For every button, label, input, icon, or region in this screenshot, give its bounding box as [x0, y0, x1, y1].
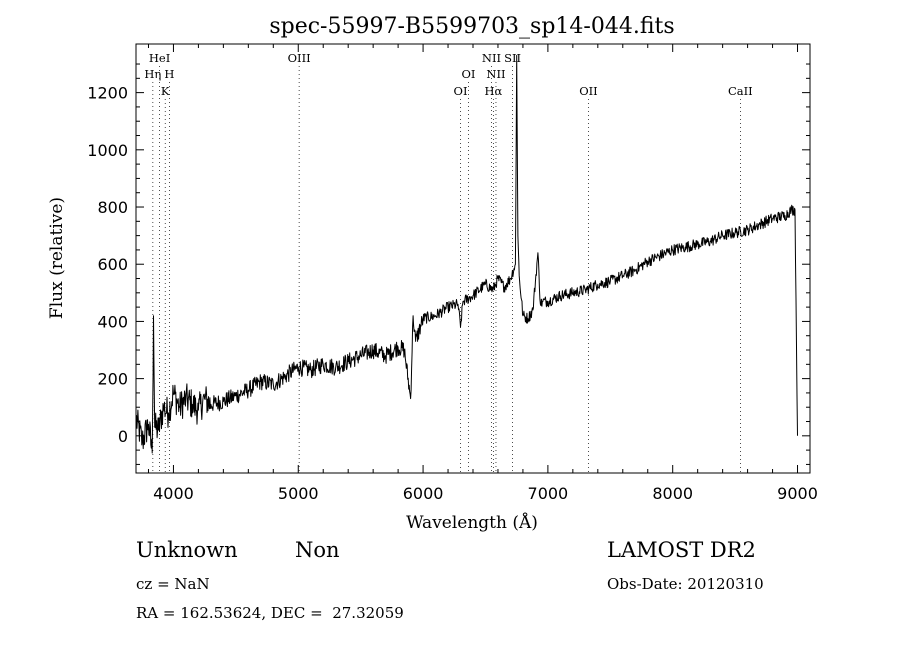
y-tick-label: 800 — [97, 198, 128, 217]
plot-frame — [135, 43, 811, 474]
x-tick-label: 7000 — [528, 484, 569, 503]
y-tick-label: 200 — [97, 370, 128, 389]
y-tick-label: 400 — [97, 312, 128, 331]
spectral-line-label: HeI — [149, 51, 170, 65]
spectral-line-label: NII — [486, 67, 505, 81]
x-tick-label: 5000 — [278, 484, 319, 503]
y-tick-label: 600 — [97, 255, 128, 274]
spectral-line-label: OI — [454, 84, 468, 98]
spectral-line-label: NII — [482, 51, 501, 65]
survey-name: LAMOST DR2 — [607, 538, 756, 562]
coordinates: RA = 162.53624, DEC = 27.32059 — [136, 604, 404, 622]
observation-date: Obs-Date: 20120310 — [607, 575, 764, 593]
spectrum-line — [135, 54, 798, 454]
x-tick-label: 8000 — [652, 484, 693, 503]
y-tick-label: 1000 — [87, 141, 128, 160]
object-subclass: Non — [295, 538, 340, 562]
spectral-line-label: SII — [504, 51, 521, 65]
x-axis: 4000 5000 6000 7000 8000 9000 — [147, 44, 818, 503]
y-tick-label: 0 — [118, 427, 128, 446]
spectral-line-label: K — [161, 84, 170, 98]
y-axis: 0 200 400 600 800 1000 1200 — [87, 63, 810, 465]
x-axis-title: Wavelength (Å) — [406, 512, 538, 533]
spectral-line-label: H — [164, 67, 174, 81]
redshift-cz: cz = NaN — [136, 575, 210, 593]
y-tick-label: 1200 — [87, 84, 128, 103]
x-tick-label: 4000 — [153, 484, 194, 503]
x-tick-label: 9000 — [777, 484, 818, 503]
object-class: Unknown — [136, 538, 238, 562]
chart-title: spec-55997-B5599703_sp14-044.fits — [269, 14, 674, 39]
spectral-line-label: CaII — [728, 84, 753, 98]
spectral-line-label: OII — [579, 84, 598, 98]
spectrum-series — [135, 54, 798, 454]
y-axis-title: Flux (relative) — [47, 197, 67, 319]
spectral-line-label: Hη — [144, 67, 161, 81]
spectral-line-label: Hα — [484, 84, 502, 98]
spectral-line-label: OI — [462, 67, 476, 81]
spectral-line-label: OIII — [288, 51, 311, 65]
x-tick-label: 6000 — [403, 484, 444, 503]
